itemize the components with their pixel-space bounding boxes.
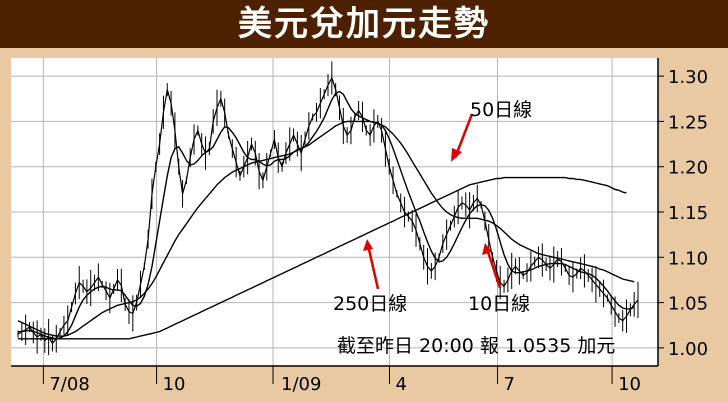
ytick-label: 1.30 bbox=[668, 67, 708, 88]
xtick-label: 1/09 bbox=[281, 374, 321, 395]
ma10-line bbox=[18, 90, 635, 340]
ytick-label: 1.20 bbox=[668, 158, 708, 179]
xtick-label: 7/08 bbox=[49, 374, 89, 395]
ytick-label: 1.00 bbox=[668, 339, 708, 360]
ytick-label: 1.25 bbox=[668, 112, 708, 133]
gridlines bbox=[11, 58, 658, 366]
xtick-label: 10 bbox=[163, 374, 186, 395]
y-axis: 1.00 1.05 1.10 1.15 1.20 1.25 1.30 bbox=[657, 58, 708, 366]
annotation-arrows bbox=[363, 113, 502, 290]
chart-title: 美元兌加元走勢 bbox=[238, 4, 490, 44]
arrowhead-ma10 bbox=[482, 243, 492, 255]
title-bar: 美元兌加元走勢 bbox=[0, 0, 728, 48]
xtick-label: 4 bbox=[395, 374, 406, 395]
arrow-ma250 bbox=[366, 244, 380, 290]
xtick-label: 10 bbox=[618, 374, 641, 395]
arrowhead-ma250 bbox=[363, 239, 373, 251]
label-ma10: 10日線 bbox=[468, 293, 530, 315]
ytick-label: 1.15 bbox=[668, 203, 708, 224]
ytick-label: 1.05 bbox=[668, 294, 708, 315]
ma50-line bbox=[17, 120, 635, 337]
label-ma50: 50日線 bbox=[470, 99, 532, 121]
label-ma250: 250日線 bbox=[333, 293, 407, 315]
price-note: 截至昨日 20:00 報 1.0535 加元 bbox=[337, 335, 615, 357]
arrow-ma10 bbox=[485, 248, 502, 289]
x-axis: 7/08 10 1/09 4 7 10 bbox=[11, 365, 658, 395]
chart-svg: 1.00 1.05 1.10 1.15 1.20 1.25 1.30 7/08 10 1/09 4… bbox=[11, 58, 708, 395]
arrowhead-ma50 bbox=[451, 148, 462, 162]
ma250-line bbox=[18, 176, 627, 340]
ytick-label: 1.10 bbox=[668, 248, 708, 269]
series-lines bbox=[17, 61, 639, 356]
xtick-label: 7 bbox=[504, 374, 515, 395]
